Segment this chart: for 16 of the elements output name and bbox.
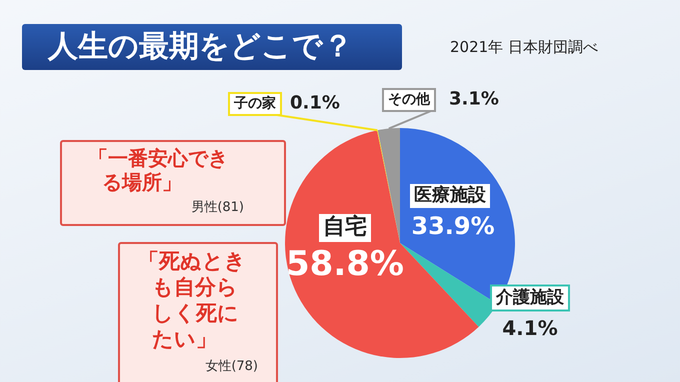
data-label: 33.9% — [411, 212, 495, 240]
data-label: 0.1% — [290, 92, 340, 114]
slice-label: 子の家 — [233, 94, 276, 112]
text: 「死ぬときも自分らしく死にたい」 — [138, 249, 246, 351]
data-label: 4.1% — [502, 316, 558, 340]
data-label: 3.1% — [449, 88, 499, 110]
slice-label: 介護施設 — [495, 287, 565, 308]
slice-label: 自宅 — [323, 214, 367, 240]
text: 男性(81) — [190, 199, 244, 217]
text: 「一番安心できる場所」 — [88, 146, 228, 194]
data-label: 58.8% — [286, 244, 404, 284]
text: 女性(78) — [204, 358, 258, 376]
chart-title: 人生の最期をどこで？ — [22, 24, 402, 70]
chart-subtitle: 2021年 日本財団調べ — [450, 38, 598, 57]
slice-label: その他 — [388, 92, 431, 108]
slice-label: 医療施設 — [414, 184, 487, 206]
